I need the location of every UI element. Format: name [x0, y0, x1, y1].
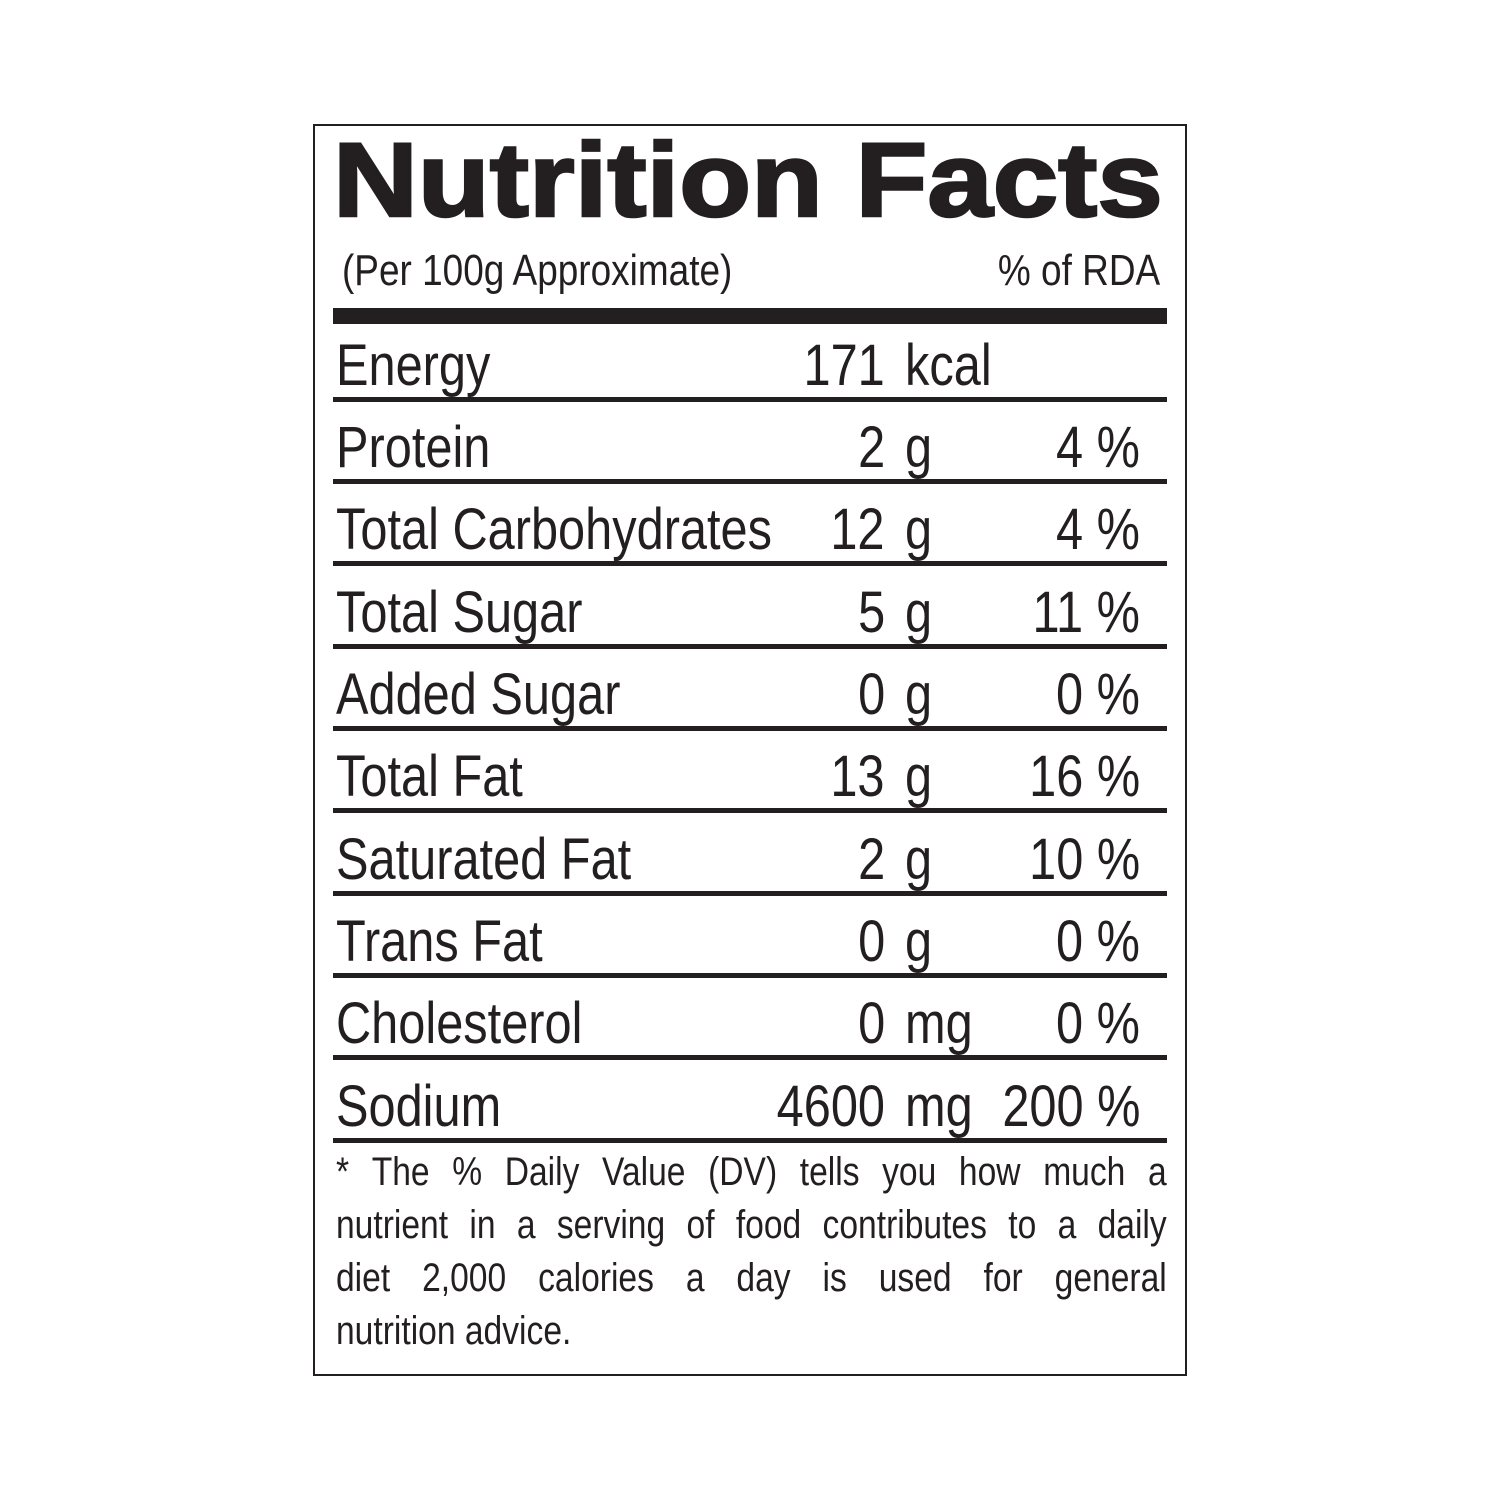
nutrient-label: Total Fat — [336, 744, 523, 809]
nutrient-rda: 4 % — [1056, 415, 1140, 480]
nutrient-amount: 0 — [857, 909, 885, 974]
nutrient-row: Total Carbohydrates 12 g 4 % — [0, 501, 1500, 583]
nutrient-rda: 0 % — [1056, 662, 1140, 727]
nutrient-rda: 4 % — [1056, 497, 1140, 562]
nutrient-rda: 200 % — [1001, 1074, 1140, 1139]
nutrient-label: Saturated Fat — [336, 827, 632, 892]
nutrient-unit: g — [905, 497, 933, 562]
label-title: Nutrition Facts — [332, 121, 1165, 241]
nutrient-row: Added Sugar 0 g 0 % — [0, 666, 1500, 748]
nutrient-amount: 0 — [857, 991, 885, 1056]
footnote-line: nutrient in a serving of food contributes to a da… — [336, 1203, 1167, 1247]
serving-basis: (Per 100g Approximate) — [342, 246, 733, 295]
nutrient-label: Energy — [336, 333, 491, 398]
row-divider — [333, 891, 1167, 896]
nutrient-row: Energy 171 kcal — [0, 337, 1500, 419]
footnote-line: * The% Daily Value (DV) tells you how much a — [336, 1150, 1167, 1194]
row-divider — [333, 1138, 1167, 1143]
row-divider — [333, 726, 1167, 731]
nutrient-rda: 0 % — [1056, 991, 1140, 1056]
nutrient-unit: g — [905, 580, 933, 645]
thick-divider — [333, 308, 1167, 324]
footnote-line: nutrition advice. — [336, 1309, 572, 1353]
row-divider — [333, 644, 1167, 649]
nutrient-unit: mg — [905, 991, 973, 1056]
nutrient-amount: 2 — [857, 415, 885, 480]
nutrient-row: Trans Fat 0 g 0 % — [0, 913, 1500, 995]
nutrient-label: Trans Fat — [336, 909, 543, 974]
nutrient-row: Total Fat 13 g 16 % — [0, 748, 1500, 830]
row-divider — [333, 479, 1167, 484]
nutrient-rda: 16 % — [1028, 744, 1140, 809]
nutrient-row: Protein 2 g 4 % — [0, 419, 1500, 501]
nutrient-amount: 0 — [857, 662, 885, 727]
nutrient-label: Total Sugar — [336, 580, 583, 645]
nutrition-label-border — [313, 124, 1187, 1376]
nutrient-amount: 4600 — [776, 1074, 885, 1139]
nutrient-unit: g — [905, 662, 933, 727]
footnote-line: diet 2,000 calories a day is used for general — [336, 1256, 1167, 1300]
nutrient-rda: 10 % — [1028, 827, 1140, 892]
nutrient-unit: g — [905, 909, 933, 974]
row-divider — [333, 808, 1167, 813]
nutrient-label: Protein — [336, 415, 491, 480]
row-divider — [333, 397, 1167, 402]
nutrient-unit: g — [905, 827, 933, 892]
rda-column-header: % of RDA — [997, 246, 1160, 295]
nutrient-amount: 5 — [857, 580, 885, 645]
nutrient-rda: 11 % — [1032, 580, 1140, 645]
nutrient-row: Saturated Fat 2 g 10 % — [0, 831, 1500, 913]
nutrient-amount: 2 — [857, 827, 885, 892]
nutrient-label: Cholesterol — [336, 991, 583, 1056]
nutrient-row: Total Sugar 5 g 11 % — [0, 584, 1500, 666]
nutrient-row: Sodium 4600 mg 200 % — [0, 1078, 1500, 1160]
nutrient-unit: mg — [905, 1074, 973, 1139]
nutrient-amount: 171 — [803, 333, 885, 398]
nutrient-label: Added Sugar — [336, 662, 621, 727]
nutrient-row: Cholesterol 0 mg 0 % — [0, 995, 1500, 1077]
nutrient-rda: 0 % — [1056, 909, 1140, 974]
nutrient-unit: g — [905, 744, 933, 809]
nutrient-amount: 12 — [830, 497, 885, 562]
nutrient-unit: kcal — [905, 333, 992, 398]
nutrient-amount: 13 — [830, 744, 885, 809]
nutrient-unit: g — [905, 415, 933, 480]
row-divider — [333, 973, 1167, 978]
nutrient-label: Total Carbohydrates — [336, 497, 773, 562]
row-divider — [333, 561, 1167, 566]
nutrient-label: Sodium — [336, 1074, 502, 1139]
footnote: * The% Daily Value (DV) tells you how much a nutri… — [336, 1146, 1167, 1358]
row-divider — [333, 1055, 1167, 1060]
